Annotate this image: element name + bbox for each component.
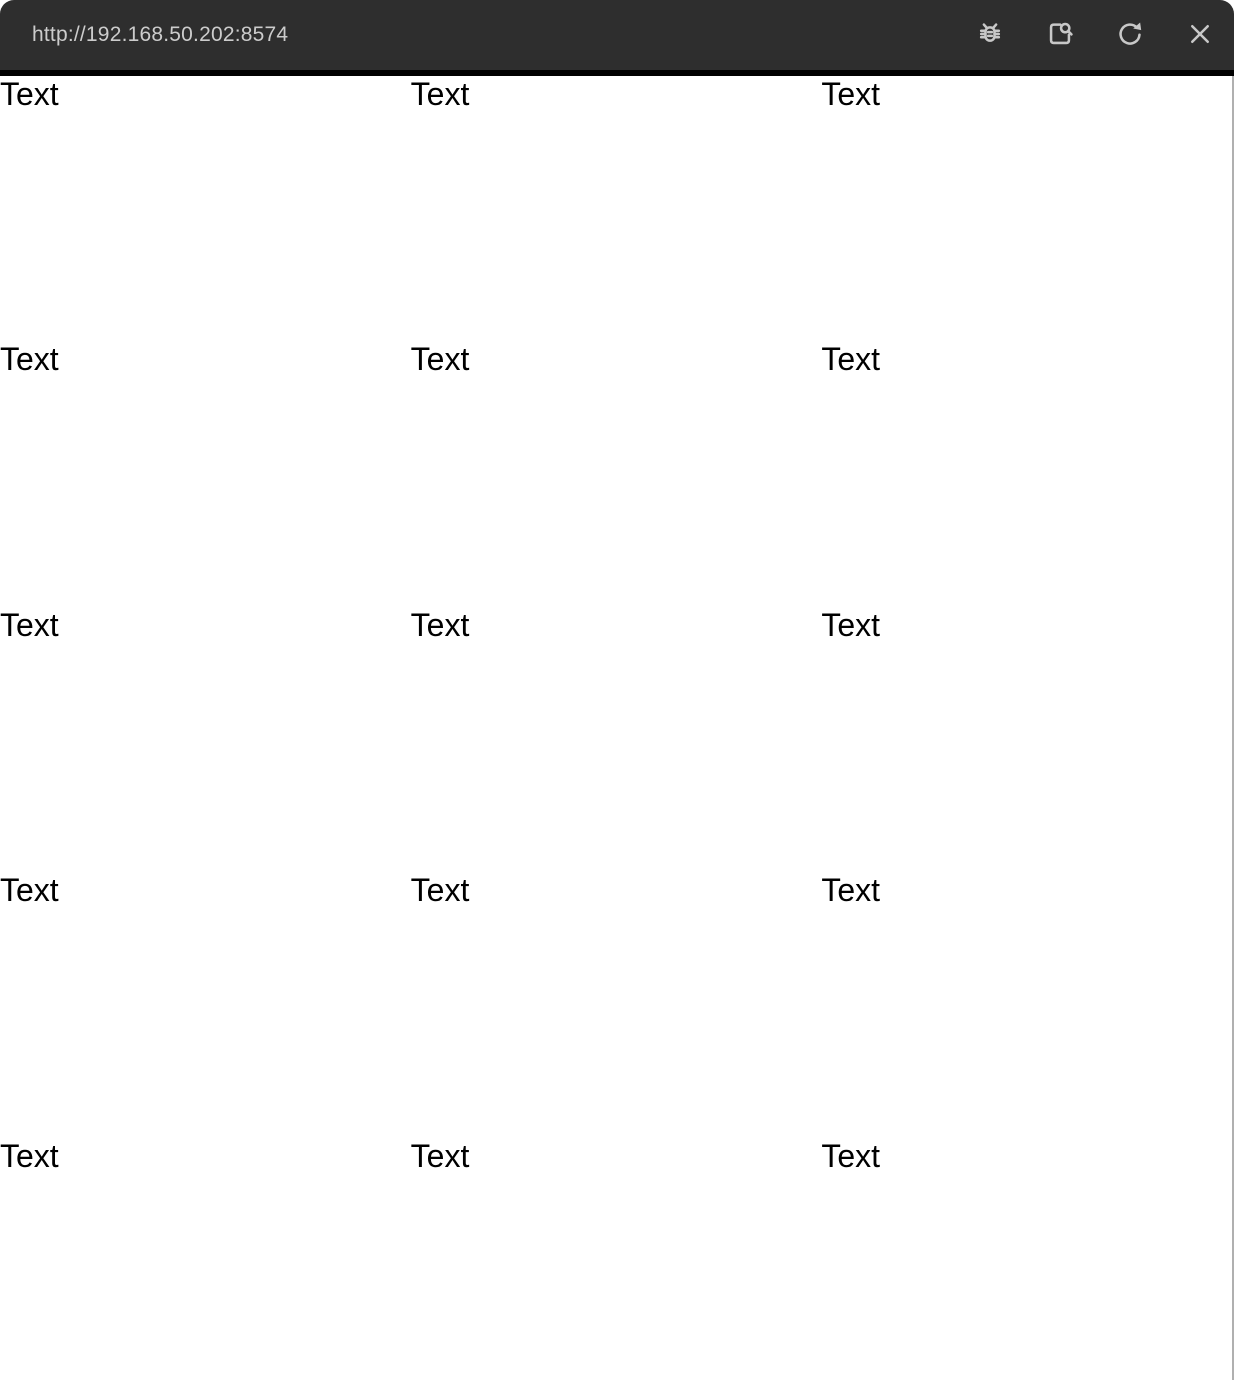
text-label: Text: [0, 606, 59, 643]
text-label: Text: [821, 606, 881, 643]
inspect-page-icon: [1044, 18, 1076, 53]
grid-cell: Text: [411, 607, 822, 872]
text-label: Text: [821, 76, 881, 112]
grid-cell: Text: [821, 76, 1232, 341]
grid-cell: Text: [411, 1138, 822, 1380]
url-display[interactable]: http://192.168.50.202:8574: [32, 23, 289, 46]
page-content: Text Text Text Text Text Text Text Text …: [0, 76, 1234, 1380]
text-grid: Text Text Text Text Text Text Text Text …: [0, 76, 1232, 1380]
debug-button[interactable]: [974, 19, 1006, 51]
grid-cell: Text: [411, 76, 822, 341]
text-label: Text: [0, 76, 59, 112]
grid-cell: Text: [821, 607, 1232, 872]
grid-cell: Text: [0, 607, 411, 872]
grid-cell: Text: [0, 872, 411, 1137]
text-label: Text: [821, 341, 881, 378]
grid-cell: Text: [0, 341, 411, 606]
text-label: Text: [0, 1137, 59, 1174]
close-icon: [1184, 18, 1216, 53]
text-label: Text: [0, 341, 59, 378]
text-label: Text: [821, 872, 881, 909]
text-label: Text: [410, 1137, 470, 1174]
inspect-page-button[interactable]: [1044, 19, 1076, 51]
grid-cell: Text: [411, 872, 822, 1137]
grid-cell: Text: [0, 1138, 411, 1380]
bug-icon: [974, 18, 1006, 53]
text-label: Text: [410, 606, 470, 643]
reload-icon: [1114, 18, 1146, 53]
grid-cell: Text: [0, 76, 411, 341]
grid-cell: Text: [821, 341, 1232, 606]
titlebar-actions: [974, 19, 1234, 51]
grid-cell: Text: [821, 1138, 1232, 1380]
grid-cell: Text: [411, 341, 822, 606]
grid-cell: Text: [821, 872, 1232, 1137]
text-label: Text: [821, 1137, 881, 1174]
text-label: Text: [410, 872, 470, 909]
text-label: Text: [0, 872, 59, 909]
text-label: Text: [410, 76, 470, 112]
text-label: Text: [410, 341, 470, 378]
close-button[interactable]: [1184, 19, 1216, 51]
title-bar: http://192.168.50.202:8574: [0, 0, 1234, 76]
reload-button[interactable]: [1114, 19, 1146, 51]
